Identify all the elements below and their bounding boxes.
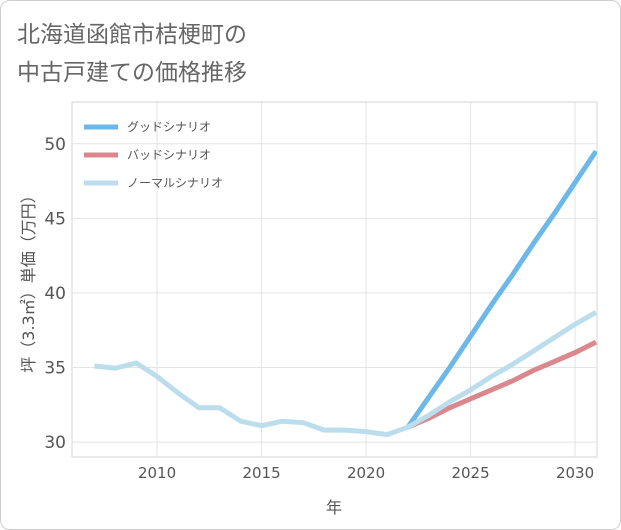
series-line-normal — [94, 310, 597, 438]
legend-label-normal: ノーマルシナリオ — [127, 176, 223, 190]
x-tick-label: 2015 — [242, 464, 280, 482]
legend: グッドシナリオ バッドシナリオ ノーマルシナリオ — [84, 120, 223, 190]
legend-item-good: グッドシナリオ — [84, 120, 211, 134]
legend-item-normal: ノーマルシナリオ — [84, 176, 223, 190]
series-line-bad — [406, 339, 597, 430]
legend-item-bad: バッドシナリオ — [84, 148, 211, 162]
y-tick-label: 50 — [44, 135, 66, 155]
y-tick-label: 40 — [44, 284, 66, 304]
series-line-good — [405, 149, 597, 429]
y-axis-title: 坪（3.3㎡）単価（万円） — [19, 187, 38, 372]
legend-label-good: グッドシナリオ — [127, 120, 211, 134]
chart-title-line-1: 北海道函館市桔梗町の — [17, 22, 247, 48]
y-tick-label: 30 — [44, 433, 66, 453]
legend-label-bad: バッドシナリオ — [127, 148, 211, 162]
chart-title-line-2: 中古戸建ての価格推移 — [17, 60, 247, 86]
x-tick-label: 2020 — [347, 464, 385, 482]
tick-labels: 2010 2015 2020 2025 2030 30 35 40 45 50 — [44, 135, 594, 482]
y-tick-label: 35 — [44, 359, 66, 379]
y-tick-label: 45 — [44, 209, 66, 229]
x-tick-label: 2025 — [451, 464, 489, 482]
x-tick-label: 2030 — [556, 464, 594, 482]
x-tick-label: 2010 — [138, 464, 176, 482]
x-axis-title: 年 — [326, 498, 342, 517]
series-lines — [94, 149, 597, 438]
